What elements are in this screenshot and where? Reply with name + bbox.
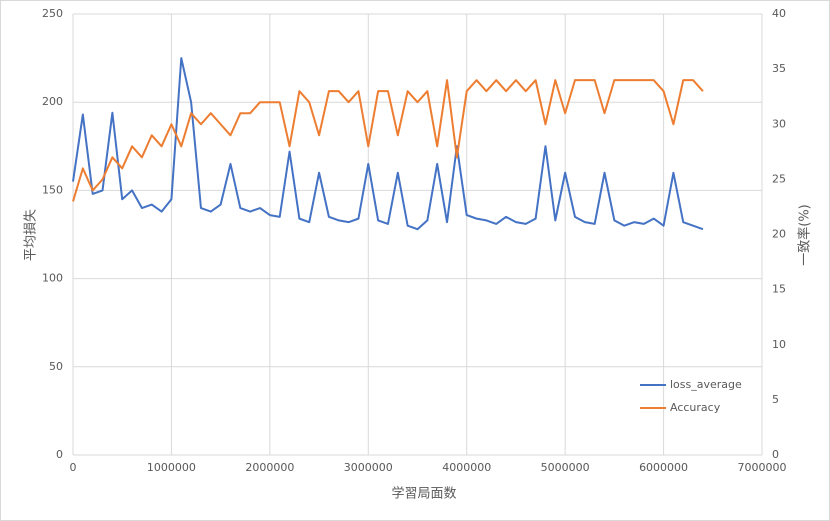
y2-tick-label: 20 (772, 228, 786, 241)
y2-tick-label: 0 (772, 448, 779, 461)
x-tick-label: 4000000 (442, 461, 491, 474)
x-tick-label: 1000000 (147, 461, 196, 474)
series-line (72, 79, 704, 202)
x-tick-label: 5000000 (541, 461, 590, 474)
y2-tick-label: 25 (772, 172, 786, 185)
y2-tick-label: 40 (772, 7, 786, 20)
y-tick-label: 150 (42, 183, 63, 196)
y2-axis-title: 一致率(%) (797, 204, 813, 266)
x-tick-label: 7000000 (738, 461, 787, 474)
legend-label: loss_average (670, 378, 742, 391)
y-tick-label: 200 (42, 95, 63, 108)
y-tick-label: 250 (42, 7, 63, 20)
x-tick-label: 6000000 (639, 461, 688, 474)
y2-tick-label: 15 (772, 283, 786, 296)
x-tick-label: 0 (70, 461, 77, 474)
y2-tick-label: 30 (772, 117, 786, 130)
x-axis-title: 学習局面数 (391, 486, 456, 502)
y2-tick-label: 10 (772, 338, 786, 351)
y2-tick-label: 5 (772, 393, 779, 406)
x-tick-label: 2000000 (245, 461, 294, 474)
x-tick-label: 3000000 (344, 461, 393, 474)
legend-label: Accuracy (670, 401, 721, 414)
y-tick-label: 50 (49, 360, 63, 373)
series-line (72, 57, 704, 231)
y-tick-label: 0 (56, 448, 63, 461)
y-axis-title: 平均損失 (24, 209, 39, 261)
y-tick-label: 100 (42, 272, 63, 285)
y2-tick-label: 35 (772, 62, 786, 75)
